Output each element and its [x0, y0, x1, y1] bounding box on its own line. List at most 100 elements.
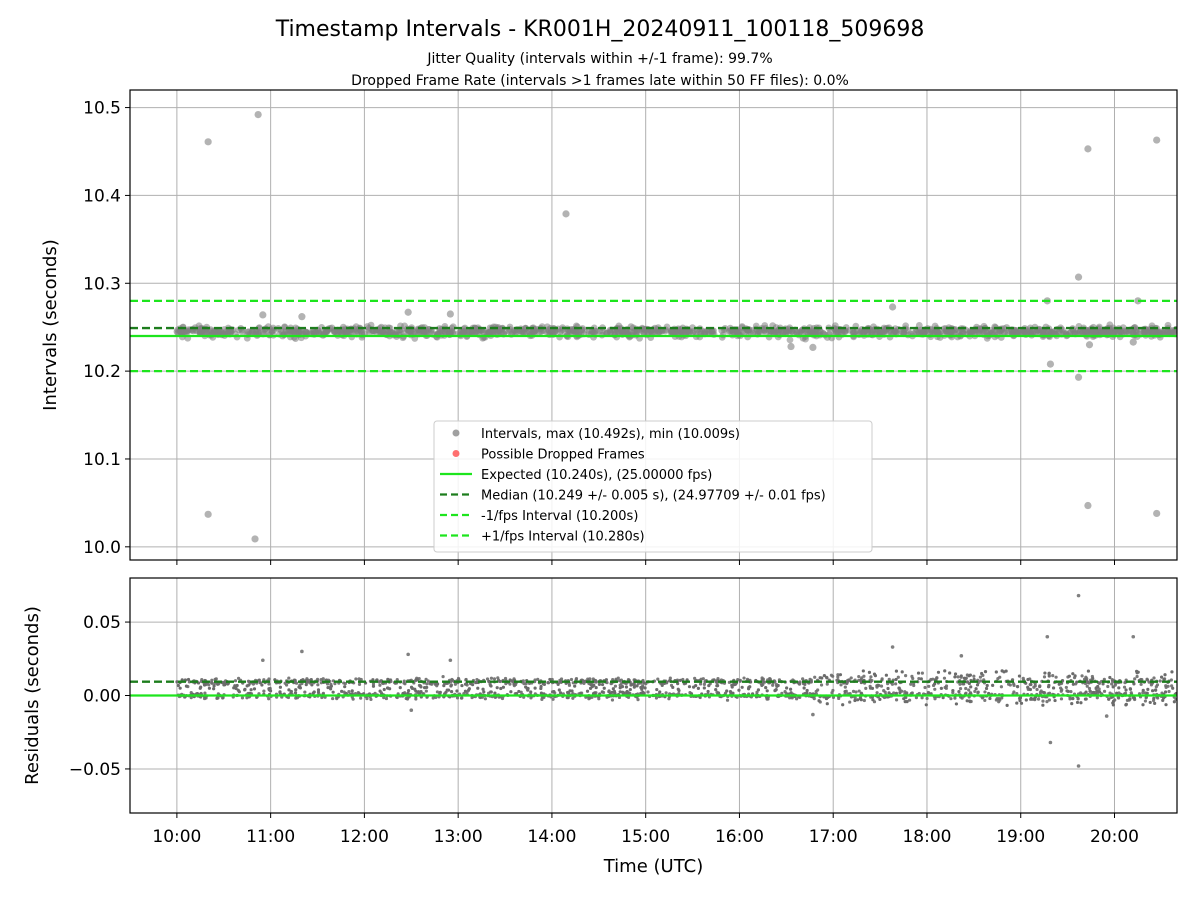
residuals-band-point: [1087, 686, 1092, 691]
residuals-band-point: [1032, 685, 1036, 689]
residuals-outlier-point-2: [1131, 634, 1136, 639]
residuals-band-point: [1085, 684, 1089, 688]
residuals-band-point: [875, 691, 879, 695]
residuals-band-point: [605, 681, 609, 685]
residuals-band-point: [1169, 678, 1173, 682]
residuals-band-point: [312, 690, 316, 694]
x-tick-label-6: 16:00: [715, 827, 764, 847]
residuals-band-point: [809, 680, 813, 684]
residuals-band-point: [1019, 701, 1024, 705]
residuals-band-point: [593, 680, 597, 684]
residuals-band-point: [646, 690, 650, 694]
residuals-band-point: [1151, 698, 1156, 703]
intervals-band-point: [537, 328, 545, 336]
residuals-band-point: [340, 689, 344, 693]
residuals-band-point: [588, 686, 593, 691]
intervals-ytick-label-4: 10.4: [83, 186, 121, 206]
residuals-band-point: [954, 702, 959, 706]
residuals-band-point: [438, 690, 442, 694]
residuals-band-point: [618, 690, 622, 694]
residuals-band-point: [896, 675, 900, 679]
residuals-band-point: [987, 691, 991, 696]
residuals-band-point: [795, 697, 799, 701]
residuals-band-point: [1172, 700, 1176, 704]
residuals-band-point: [1141, 703, 1145, 707]
x-tick-label-5: 15:00: [621, 827, 670, 847]
residuals-band-point: [1024, 698, 1028, 702]
residuals-band-point: [738, 679, 742, 683]
residuals-band-point: [246, 679, 251, 683]
residuals-band-point: [551, 697, 555, 701]
residuals-band-point: [1086, 669, 1091, 673]
residuals-band-point: [424, 677, 428, 681]
residuals-band-point: [958, 682, 962, 686]
intervals-outlier-point-19: [787, 342, 795, 351]
residuals-band-point: [933, 697, 937, 701]
residuals-band-point: [524, 685, 528, 689]
residuals-outlier-point-3: [890, 645, 895, 649]
residuals-band-point: [736, 677, 740, 682]
residuals-band-point: [613, 691, 617, 695]
intervals-band-point: [696, 328, 704, 336]
intervals-ytick-label-0: 10.0: [83, 538, 121, 558]
intervals-ytick-label-5: 10.5: [83, 99, 121, 119]
residuals-band-point: [1132, 682, 1136, 686]
residuals-band-point: [1079, 701, 1083, 705]
residuals-band-point: [1016, 684, 1020, 689]
residuals-band-point: [933, 682, 937, 686]
residuals-band-point: [991, 683, 995, 687]
residuals-band-point: [1111, 685, 1115, 689]
intervals-band-point: [1029, 329, 1037, 336]
residuals-band-point: [574, 677, 579, 681]
residuals-band-point: [980, 671, 984, 676]
residuals-band-point: [260, 683, 264, 687]
residuals-band-point: [1084, 690, 1088, 694]
residuals-band-point: [1106, 684, 1110, 689]
residuals-band-point: [841, 703, 845, 707]
residuals-band-point: [581, 679, 585, 683]
residuals-band-point: [958, 687, 963, 691]
residuals-band-point: [933, 687, 937, 691]
residuals-band-point: [445, 688, 449, 692]
intervals-band-point: [871, 325, 879, 333]
intervals-band-point: [1021, 328, 1028, 336]
residuals-band-point: [964, 691, 968, 695]
residuals-band-point: [1094, 690, 1098, 694]
residuals-band-point: [771, 683, 775, 687]
residuals-band-point: [1148, 700, 1152, 705]
legend-label-4: -1/fps Interval (10.200s): [481, 509, 638, 524]
residuals-band-point: [953, 696, 957, 700]
residuals-band-point: [189, 696, 193, 700]
residuals-band-point: [1038, 684, 1042, 689]
intervals-band-point: [933, 328, 941, 336]
residuals-band-point: [354, 677, 358, 681]
residuals-band-point: [573, 684, 577, 688]
residuals-band-point: [209, 680, 213, 685]
intervals-band-point: [487, 328, 495, 336]
intervals-band-point: [1091, 328, 1099, 336]
residuals-band-point: [1004, 669, 1008, 673]
residuals-band-point: [668, 676, 672, 680]
residuals-band-point: [737, 688, 741, 692]
residuals-band-point: [1163, 690, 1168, 694]
residuals-band-point: [857, 674, 861, 679]
residuals-band-point: [329, 684, 333, 688]
residuals-band-point: [540, 697, 544, 701]
legend-label-2: Expected (10.240s), (25.00000 fps): [481, 468, 712, 483]
residuals-band-point: [851, 689, 856, 693]
residuals-band-point: [602, 686, 606, 690]
residuals-band-point: [1147, 680, 1151, 684]
residuals-band-point: [1043, 671, 1047, 675]
residuals-band-point: [1170, 670, 1174, 674]
residuals-band-point: [959, 674, 963, 678]
residuals-band-point: [909, 682, 913, 686]
residuals-band-point: [617, 679, 622, 683]
intervals-outlier-point-21: [1085, 341, 1094, 349]
residuals-band-point: [1171, 686, 1175, 690]
residuals-band-point: [926, 690, 931, 695]
residuals-band-point: [1029, 682, 1033, 687]
residuals-band-point: [415, 678, 419, 682]
intervals-band-point: [226, 327, 234, 335]
residuals-band-point: [714, 680, 718, 684]
residuals-band-point: [1128, 697, 1132, 701]
